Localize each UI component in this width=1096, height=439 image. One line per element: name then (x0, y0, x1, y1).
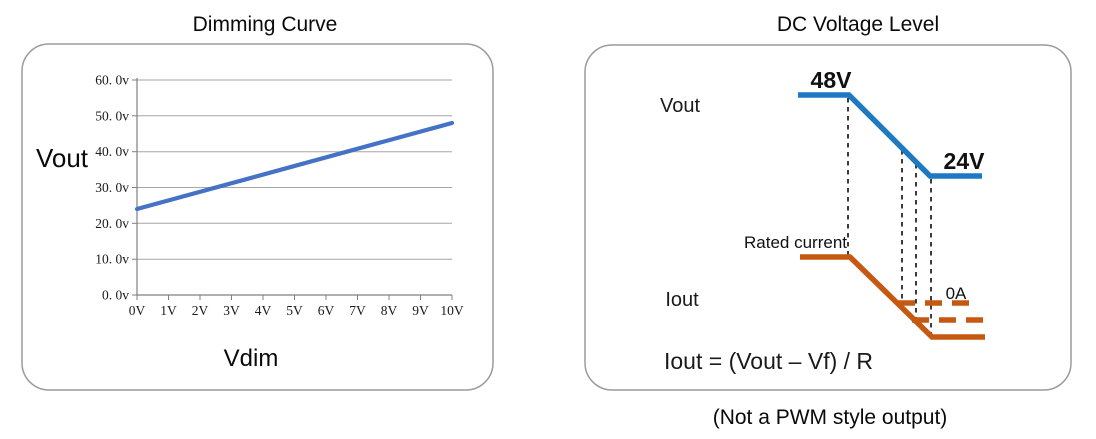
left-chart-x-tick-labels: 0V 1V 2V 3V 4V 5V 6V 7V 8V 9V 10V (129, 303, 464, 318)
right-iout-label: Iout (665, 289, 699, 311)
left-chart-y-tick-labels: 60. 0v 50. 0v 40. 0v 30. 0v 20. 0v 10. 0… (95, 73, 129, 303)
iout-trace (800, 254, 985, 340)
x-tick-8: 8V (381, 303, 398, 318)
iout-formula: Iout = (Vout – Vf) / R (664, 348, 873, 374)
left-chart-gridlines (137, 79, 452, 260)
right-panel-border (584, 44, 1072, 391)
x-tick-1: 1V (160, 303, 177, 318)
voltage-low-label: 24V (944, 148, 986, 174)
right-panel-title: DC Voltage Level (777, 13, 939, 36)
y-tick-50: 50. 0v (95, 108, 129, 123)
x-tick-9: 9V (412, 303, 429, 318)
x-tick-10: 10V (440, 303, 464, 318)
dimming-curve-line (134, 120, 455, 212)
vout-trace (798, 92, 982, 179)
y-tick-30: 30. 0v (95, 180, 129, 195)
y-tick-0: 0. 0v (102, 288, 129, 303)
x-tick-4: 4V (255, 303, 272, 318)
dashed-guide-lines (847, 98, 932, 334)
rated-current-label: Rated current (744, 233, 847, 252)
left-panel-border (21, 43, 494, 391)
y-tick-60: 60. 0v (95, 73, 129, 88)
left-y-axis-label: Vout (36, 143, 89, 173)
zero-current-label: 0A (946, 284, 967, 303)
left-panel-title: Dimming Curve (193, 13, 338, 36)
x-tick-0: 0V (129, 303, 146, 318)
left-x-axis-label: Vdim (224, 345, 279, 372)
figure-caption: (Not a PWM style output) (713, 406, 948, 429)
x-tick-2: 2V (192, 303, 209, 318)
left-chart-y-ticks (132, 79, 137, 296)
x-tick-3: 3V (223, 303, 240, 318)
x-tick-6: 6V (318, 303, 335, 318)
x-tick-5: 5V (286, 303, 303, 318)
voltage-high-label: 48V (811, 67, 853, 93)
y-tick-20: 20. 0v (95, 216, 129, 231)
left-chart-x-ticks (136, 295, 453, 300)
iout-dashed-levels (898, 300, 991, 323)
x-tick-7: 7V (349, 303, 366, 318)
right-vout-label: Vout (660, 95, 700, 117)
y-tick-10: 10. 0v (95, 252, 129, 267)
y-tick-40: 40. 0v (95, 144, 129, 159)
